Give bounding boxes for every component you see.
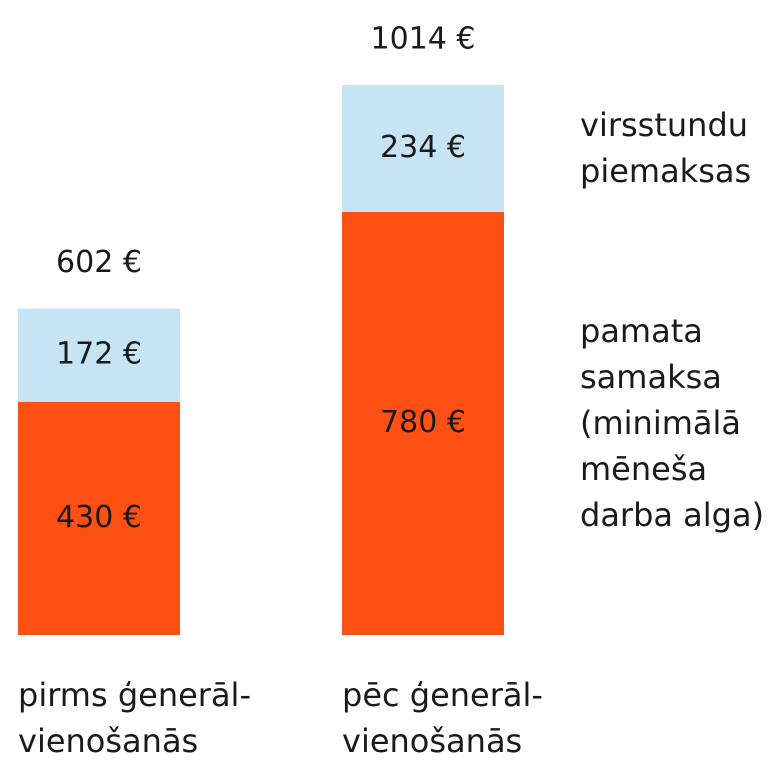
x-tick-label: pēc ģenerāl-vienošanās	[342, 676, 543, 760]
bar-segment	[18, 308, 180, 402]
value-label: 172 €	[56, 337, 142, 372]
legend-label: pamata samaksa (minimālā mēneša darba al…	[580, 312, 765, 535]
total-label: 602 €	[56, 245, 142, 280]
bar-segment	[18, 401, 180, 635]
bar-segment	[342, 85, 504, 212]
value-label: 780 €	[380, 405, 466, 440]
total-label: 1014 €	[371, 22, 476, 57]
legend-label: virsstundu piemaksas	[580, 106, 752, 191]
value-label: 234 €	[380, 130, 466, 165]
value-label: 430 €	[56, 500, 142, 535]
x-tick-label: pirms ģenerāl-vienošanās	[18, 676, 251, 760]
bar-segment	[342, 211, 504, 635]
